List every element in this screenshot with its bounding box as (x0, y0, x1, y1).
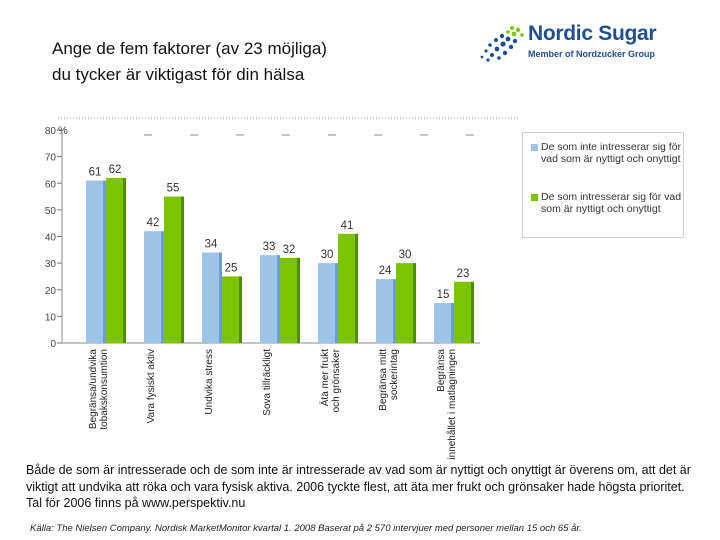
bar-shade (451, 303, 454, 343)
bar-interested (222, 276, 239, 343)
y-tick-label: 20 (45, 286, 57, 297)
bar-shade (239, 276, 242, 343)
bar-shade (413, 263, 416, 343)
bar-shade (335, 263, 338, 343)
logo-subtitle: Member of Nordzucker Group (528, 49, 656, 59)
bar-shade (123, 177, 126, 343)
bar-value-label: 24 (379, 265, 392, 277)
legend-label: De som inte intresserar sig för vad som … (541, 141, 682, 165)
y-axis-label: % (58, 125, 68, 137)
bar-not-interested (202, 252, 219, 343)
bar-value-label: 23 (457, 268, 470, 280)
bar-value-label: 34 (205, 238, 218, 250)
y-tick-label: 10 (45, 312, 57, 323)
bar-not-interested (86, 180, 103, 343)
page-title: Ange de fem faktorer (av 23 möjliga) du … (52, 36, 432, 88)
bar-value-label: 25 (225, 262, 238, 274)
title-line-2: du tycker är viktigast för din hälsa (52, 65, 305, 84)
bar-value-label: 15 (437, 289, 450, 301)
bar-value-label: 62 (109, 164, 122, 176)
bar-shade (393, 279, 396, 343)
legend-swatch-blue (531, 144, 538, 151)
bar-interested (454, 281, 471, 343)
bar-shade (181, 196, 184, 343)
bar-shade (297, 257, 300, 343)
y-tick-label: 50 (45, 206, 57, 217)
bar-shade (355, 233, 358, 343)
legend-label: De som intresserar sig för vad som är ny… (541, 191, 682, 215)
bar-not-interested (376, 279, 393, 343)
bar-interested (338, 233, 355, 343)
bar-not-interested (144, 231, 161, 343)
source-note: Källa: The Nielsen Company. Nordisk Mark… (30, 523, 582, 534)
y-tick-label: 40 (45, 233, 57, 244)
y-tick-label: 80 (45, 126, 57, 137)
bar-value-label: 55 (167, 183, 180, 195)
bar-value-label: 41 (341, 220, 354, 232)
legend-swatch-green (531, 194, 538, 201)
chart-legend: De som inte intresserar sig för vad som … (522, 132, 684, 238)
bar-value-label: 30 (399, 249, 412, 261)
bar-shade (471, 281, 474, 343)
y-tick-label: 70 (45, 153, 57, 164)
bar-value-label: 33 (263, 241, 276, 253)
bar-value-label: 61 (89, 167, 102, 179)
bar-value-label: 32 (283, 244, 296, 256)
bar-not-interested (318, 263, 335, 343)
bar-shade (219, 252, 222, 343)
nordic-sugar-logo: Nordic Sugar Member of Nordzucker Group (478, 22, 678, 66)
category-label: Äta mer fruktoch grönsaker (319, 348, 342, 412)
category-label: Begränsa mittsockerintag (378, 349, 400, 411)
bar-chart: 0 10 20 30 40 50 60 70 80% 61 62 42 55 34 25 33 32 30 41 2… (45, 117, 520, 460)
bar-not-interested (434, 303, 451, 343)
bar-value-label: 30 (321, 249, 334, 261)
category-label: Begränsafettinnehållet i matlagningen (436, 349, 458, 460)
bar-interested (164, 196, 181, 343)
logo-name: Nordic Sugar (528, 22, 657, 45)
category-label: Begränsa/undvikatobakskonsumtion (88, 349, 110, 430)
bar-shade (161, 231, 164, 343)
y-tick-label: 60 (45, 179, 57, 190)
bar-interested (106, 177, 123, 343)
bar-value-label: 42 (147, 217, 160, 229)
category-label: Undvika stress (204, 349, 215, 415)
y-tick-label: 30 (45, 259, 57, 270)
y-tick-label: 0 (50, 339, 56, 350)
chart-caption: Både de som är intresserade och de som i… (26, 463, 691, 510)
category-label: Vara fysiskt aktiv (146, 349, 157, 423)
bar-interested (280, 257, 297, 343)
bar-not-interested (260, 255, 277, 343)
logo-mark-icon (480, 26, 524, 62)
category-label: Sova tillräckligt (262, 349, 273, 416)
title-line-1: Ange de fem faktorer (av 23 möjliga) (52, 39, 327, 58)
bar-interested (396, 263, 413, 343)
bar-shade (277, 255, 280, 343)
bar-shade (103, 180, 106, 343)
